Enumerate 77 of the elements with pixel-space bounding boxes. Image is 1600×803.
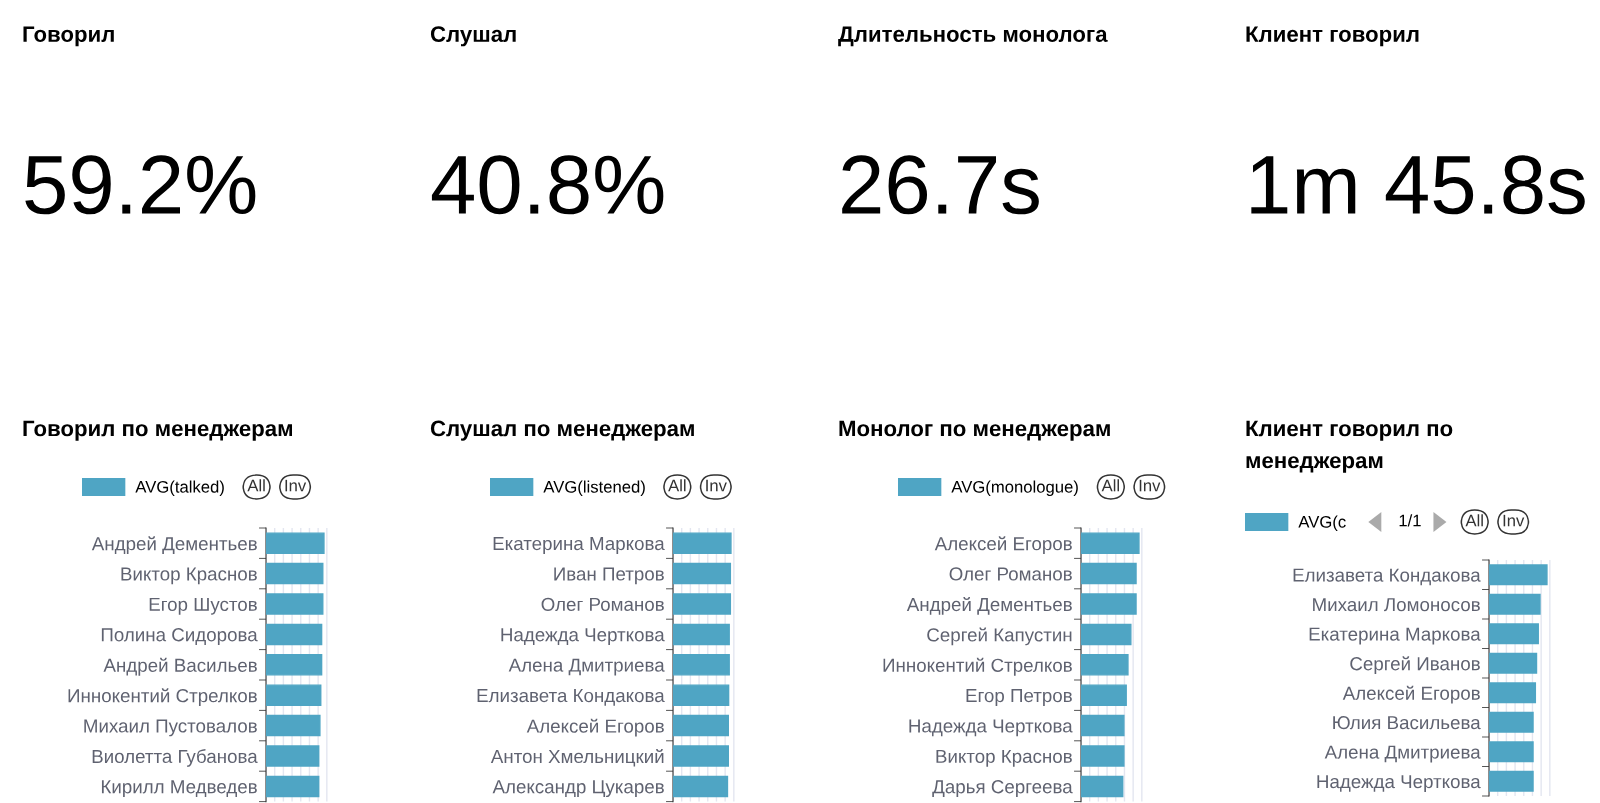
y-tick-label: Екатерина Маркова xyxy=(493,537,665,554)
bar xyxy=(1489,770,1534,792)
text: Слушал xyxy=(430,26,516,47)
bar xyxy=(1489,682,1537,704)
bar xyxy=(1489,564,1548,586)
y-tick-label: Олег Романов xyxy=(949,567,1072,581)
y-tick-label: Олег Романов xyxy=(541,597,664,611)
chart-title: Клиент говорил по менеджерам xyxy=(1246,420,1453,473)
y-tick-label: Надежда Черткова xyxy=(909,719,1073,737)
text: Inv xyxy=(706,479,727,492)
legend-label: AVG(c xyxy=(1298,515,1346,532)
y-tick-label: Алексей Егоров xyxy=(934,536,1072,555)
bar xyxy=(1081,532,1140,554)
y-tick-label: Егор Петров xyxy=(966,689,1072,706)
text: 40.8% xyxy=(431,155,664,215)
bar xyxy=(1081,714,1125,737)
text: Inv xyxy=(1503,514,1525,527)
legend-label: AVG(talked) xyxy=(135,480,224,497)
y-tick-label: Виктор Краснов xyxy=(121,567,257,585)
text: 1m 45.8s xyxy=(1251,155,1585,215)
legend-label: AVG(monologue) xyxy=(951,480,1078,497)
y-tick-label: Екатерина Маркова xyxy=(1309,627,1481,645)
y-tick-label: Алексей Егоров xyxy=(526,718,664,737)
y-tick-label: Егор Шустов xyxy=(149,597,257,615)
text: All xyxy=(1465,514,1483,527)
text: 59.2% xyxy=(25,155,256,215)
text: Клиент говорил xyxy=(1246,26,1419,47)
bar xyxy=(1081,775,1124,798)
bar xyxy=(1489,623,1539,645)
y-tick-label: Сергей Капустин xyxy=(927,627,1072,646)
text: Inv xyxy=(1139,479,1161,492)
text: All xyxy=(1101,479,1119,492)
text: Inv xyxy=(285,479,307,492)
bar xyxy=(1489,711,1534,733)
y-tick-label: Антон Хмельницкий xyxy=(490,748,664,767)
y-tick-label: Андрей Дементьев xyxy=(91,536,257,555)
bar xyxy=(1489,652,1538,674)
bar xyxy=(1081,562,1137,585)
text: All xyxy=(247,479,265,492)
y-tick-label: Виолетта Губанова xyxy=(92,749,258,767)
y-tick-label: Алена Дмитриева xyxy=(508,658,665,676)
y-tick-label: Михаил Пустовалов xyxy=(84,719,257,737)
text: All xyxy=(668,479,686,492)
y-tick-label: Алексей Егоров xyxy=(1342,685,1480,704)
y-tick-label: Дарья Сергеева xyxy=(932,780,1073,798)
chart-title: Монолог по менеджерам xyxy=(839,420,1110,441)
y-tick-label: Иннокентий Стрелков xyxy=(68,688,257,707)
bar xyxy=(1081,593,1137,615)
text: 1/1 xyxy=(1399,514,1421,527)
y-tick-label: Надежда Черткова xyxy=(1317,775,1481,792)
y-tick-label: Кирилл Медведев xyxy=(101,780,257,798)
bar xyxy=(1489,741,1534,763)
y-tick-label: Андрей Дементьев xyxy=(906,597,1072,615)
y-tick-label: Михаил Ломоносов xyxy=(1313,598,1480,612)
bar xyxy=(1489,593,1541,615)
y-tick-label: Алена Дмитриева xyxy=(1324,745,1481,763)
y-tick-label: Виктор Краснов xyxy=(936,749,1072,767)
bar xyxy=(1081,654,1129,676)
text: Длительность монолога xyxy=(838,26,1108,47)
y-tick-label: Юлия Васильева xyxy=(1333,715,1481,730)
bar xyxy=(1081,745,1125,767)
y-tick-label: Иннокентий Стрелков xyxy=(883,657,1072,676)
y-tick-label: Полина Сидорова xyxy=(101,628,258,646)
chart-title: Говорил по менеджерам xyxy=(23,420,292,441)
bar xyxy=(1081,623,1132,646)
y-tick-label: Иван Петров xyxy=(554,567,664,585)
legend-label: AVG(listened) xyxy=(543,480,645,497)
y-tick-label: Елизавета Кондакова xyxy=(477,689,665,706)
y-tick-label: Андрей Васильев xyxy=(103,657,257,676)
y-tick-label: Сергей Иванов xyxy=(1350,656,1480,675)
y-tick-label: Надежда Черткова xyxy=(501,628,665,646)
chart-title: Слушал по менеджерам xyxy=(430,420,694,441)
text: 26.7s xyxy=(842,155,1039,215)
bar xyxy=(1081,684,1127,706)
y-tick-label: Елизавета Кондакова xyxy=(1293,568,1481,586)
y-tick-label: Александр Цукарев xyxy=(492,780,664,798)
text: Говорил xyxy=(23,26,114,47)
